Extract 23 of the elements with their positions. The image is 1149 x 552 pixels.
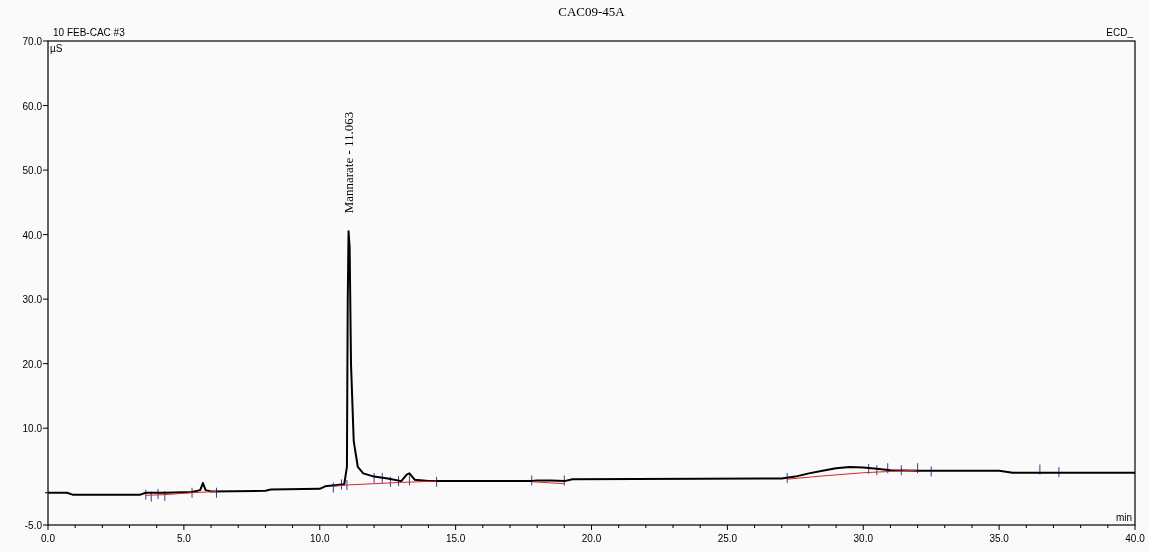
y-tick-label: 20.0 [22,358,43,370]
y-tick-label: 50.0 [22,165,43,177]
x-tick-label: 20.0 [581,533,602,544]
x-tick-label: 5.0 [176,533,192,544]
x-axis-title: min [1115,512,1132,523]
text: 10 FEB-CAC #3 [53,27,126,38]
x-tick-label: 30.0 [853,533,874,544]
y-tick-label: 60.0 [22,100,43,112]
y-tick-label: 40.0 [22,229,43,241]
x-tick-label: 40.0 [1125,533,1146,544]
chart-title: CAC09-45A [558,4,626,19]
y-tick-label: 10.0 [22,423,43,435]
annotation: Mannarate - 11.063 [340,111,356,214]
x-tick-label: 35.0 [989,533,1010,544]
x-tick-label: 10.0 [310,533,330,544]
y-tick-label: -5.0 [24,520,43,531]
y-tick-label: 30.0 [22,294,43,306]
y-tick-label: 70.0 [22,36,43,47]
x-tick-label: 25.0 [717,533,738,544]
x-tick-label: 0.0 [41,533,56,544]
text: ECD_ [1106,27,1134,38]
y-axis-title: µS [50,43,63,54]
x-tick-label: 15.0 [445,533,466,544]
